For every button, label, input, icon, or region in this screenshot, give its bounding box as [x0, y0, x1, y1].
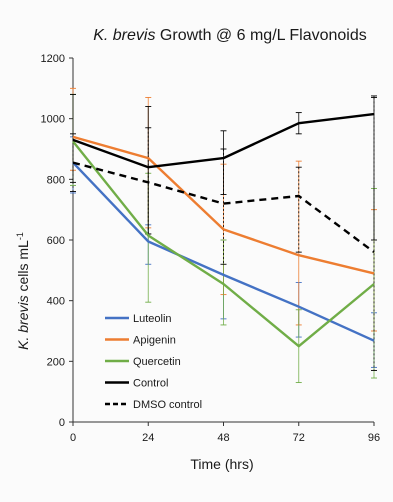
y-tick-label: 1200	[41, 53, 65, 65]
series-line-control	[72, 112, 375, 169]
legend-label: Quercetin	[133, 356, 181, 368]
y-tick-label: 1000	[41, 114, 65, 126]
y-tick-label: 0	[59, 417, 65, 429]
series-line-apigenin	[72, 135, 375, 275]
y-tick-label: 400	[47, 296, 65, 308]
y-axis-label-rest: cells mL	[15, 240, 31, 295]
series-line-dmso-control	[72, 161, 375, 254]
y-axis-label-italic: K. brevis	[15, 295, 31, 349]
y-axis-label: K. brevis cells mL-1	[15, 232, 31, 350]
x-tick-label: 48	[217, 432, 229, 444]
y-axis-label-sup: -1	[15, 232, 25, 240]
y-tick-label: 600	[47, 235, 65, 247]
legend-label: Luteolin	[133, 313, 172, 325]
x-tick-label: 72	[293, 432, 305, 444]
x-tick-label: 24	[142, 432, 154, 444]
chart-title-italic: K. brevis	[93, 27, 155, 44]
y-tick-label: 800	[47, 174, 65, 186]
legend: Luteolin Apigenin Quercetin Control DMSO con…	[105, 313, 202, 411]
legend-label: Control	[133, 378, 168, 390]
legend-label: DMSO control	[133, 399, 202, 411]
y-tick-label: 200	[47, 356, 65, 368]
series-line-quercetin	[72, 140, 375, 348]
x-tick-label: 0	[70, 432, 76, 444]
legend-label: Apigenin	[133, 335, 176, 347]
chart-title: K. brevis Growth @ 6 mg/L Flavonoids	[93, 27, 367, 44]
x-tick-label: 96	[368, 432, 380, 444]
series-line-luteolin	[72, 161, 375, 342]
chart-title-rest: Growth @ 6 mg/L Flavonoids	[155, 27, 366, 44]
plot-area: 0 200 400 600 800 1000 1200 0 24 48 72 96 Luteolin Ap…	[41, 53, 381, 444]
x-axis-label: Time (hrs)	[190, 456, 253, 472]
